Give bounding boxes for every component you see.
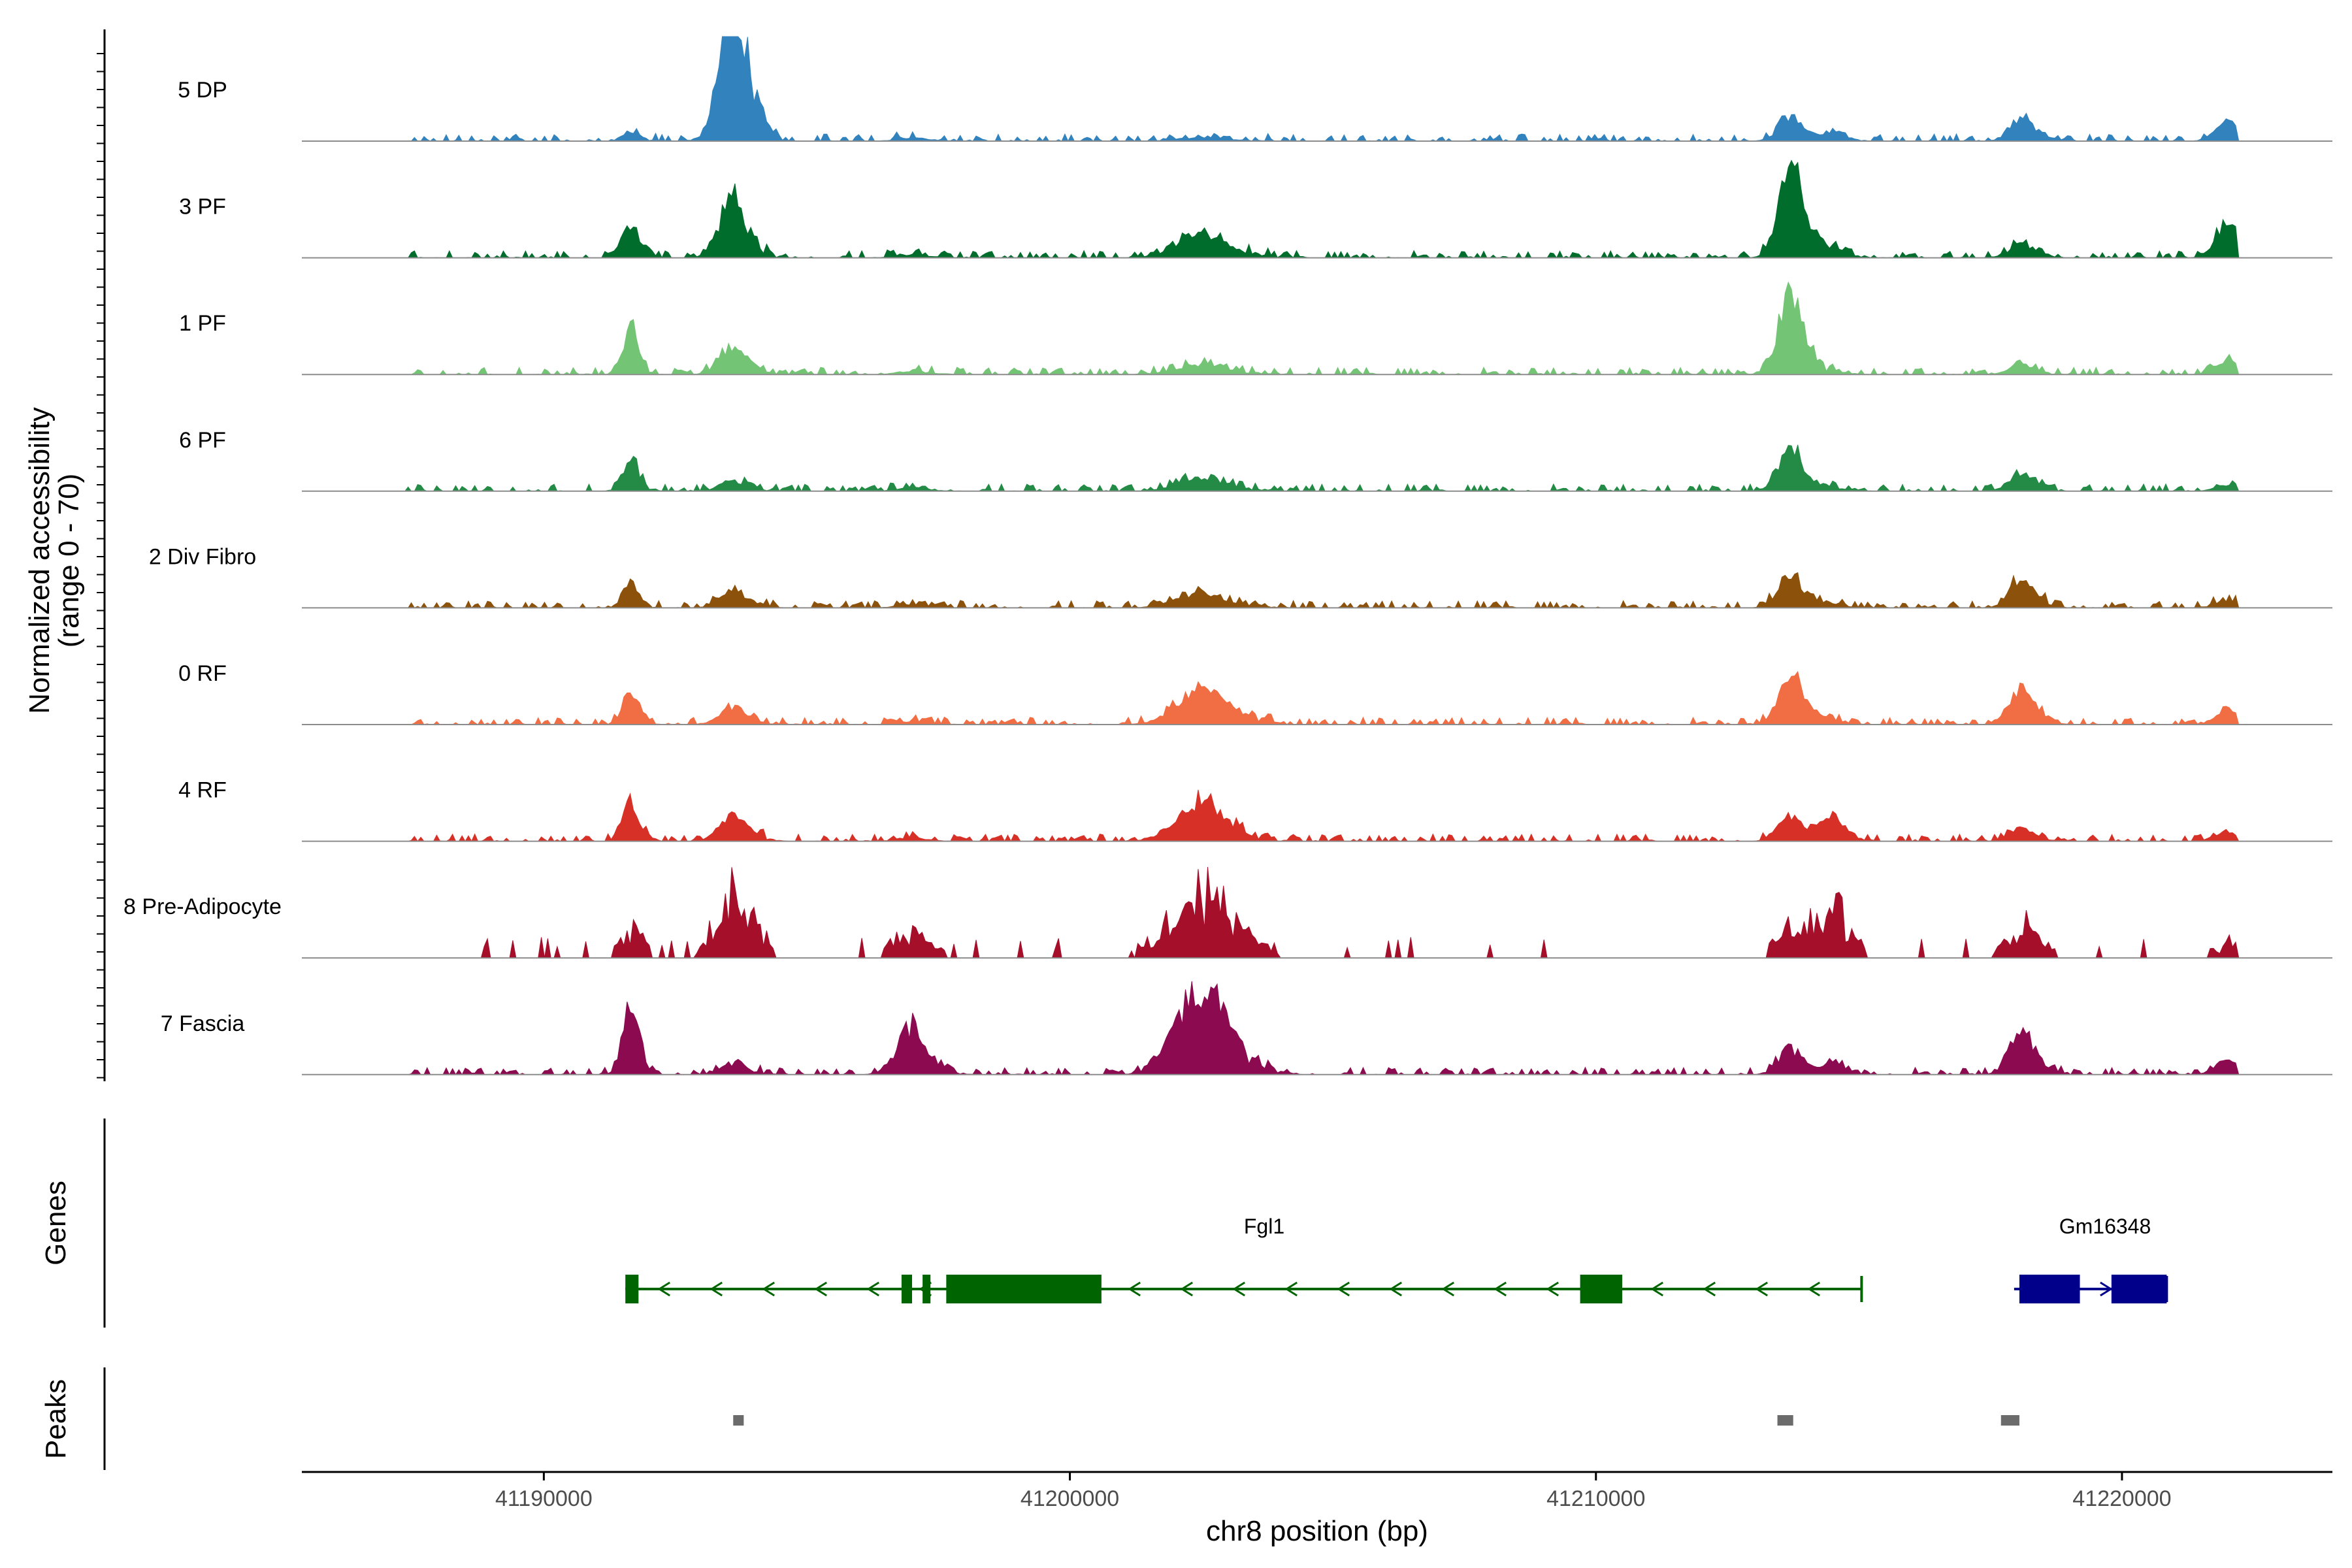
- strand-arrow: [1494, 1281, 1507, 1297]
- coverage-area: [302, 670, 2332, 726]
- coverage-area: [302, 789, 2332, 842]
- x-axis: 41190000 41200000 41210000 41220000: [302, 1471, 2332, 1511]
- strand-arrow: [1180, 1281, 1193, 1297]
- track-label: 1 PF: [179, 311, 226, 336]
- x-tick-label: 41210000: [1546, 1486, 1645, 1511]
- gene-gm16348: Gm16348: [2014, 1215, 2168, 1303]
- exon: [923, 1275, 931, 1303]
- track-label: 5 DP: [178, 78, 227, 103]
- coverage-area: [302, 866, 2332, 959]
- track-5-dp: 5 DP: [178, 36, 2332, 142]
- strand-arrow: [1128, 1281, 1141, 1297]
- gene-fgl1: Fgl1: [625, 1215, 1863, 1303]
- strand-arrow: [1755, 1281, 1768, 1297]
- exon: [2111, 1275, 2167, 1303]
- track-label: 7 Fascia: [161, 1011, 245, 1036]
- track-3-pf: 3 PF: [179, 159, 2332, 259]
- track-1-pf: 1 PF: [179, 281, 2332, 376]
- strand-arrow: [1389, 1281, 1402, 1297]
- track-4-rf: 4 RF: [178, 778, 2332, 842]
- coverage-y-axis-title-line1: Normalized accessibility: [24, 407, 56, 713]
- strand-arrow: [1546, 1281, 1559, 1297]
- strand-arrow: [1703, 1281, 1716, 1297]
- coverage-y-axis-title-line2: (range 0 - 70): [53, 474, 85, 648]
- track-label: 2 Div Fibro: [149, 544, 256, 569]
- coverage-area: [302, 572, 2332, 609]
- strand-arrow: [1441, 1281, 1454, 1297]
- strand-arrow: [1650, 1281, 1663, 1297]
- track-7-fascia: 7 Fascia: [161, 981, 2332, 1075]
- strand-arrow: [866, 1281, 879, 1297]
- coverage-area: [302, 36, 2332, 142]
- strand-arrow: [710, 1281, 723, 1297]
- strand-arrow: [1337, 1281, 1350, 1297]
- exon: [901, 1275, 913, 1303]
- coverage-area: [302, 981, 2332, 1075]
- strand-arrow: [762, 1281, 775, 1297]
- x-tick-label: 41200000: [1021, 1486, 1119, 1511]
- exon: [625, 1275, 639, 1303]
- track-label: 0 RF: [178, 661, 227, 686]
- peak-interval: [733, 1415, 744, 1426]
- track-label: 8 Pre-Adipocyte: [123, 894, 282, 919]
- track-2-div-fibro: 2 Div Fibro: [149, 544, 2332, 609]
- track-label: 6 PF: [179, 428, 226, 453]
- coverage-area: [302, 281, 2332, 376]
- coverage-area: [302, 444, 2332, 492]
- track-label: 4 RF: [178, 778, 227, 803]
- genes-panel-label: Genes: [40, 1181, 72, 1266]
- peaks-panel-label: Peaks: [40, 1379, 72, 1459]
- track-6-pf: 6 PF: [179, 428, 2332, 492]
- peak-interval: [1777, 1415, 1793, 1426]
- strand-arrow: [1232, 1281, 1245, 1297]
- track-8-pre-adipocyte: 8 Pre-Adipocyte: [123, 866, 2332, 959]
- coverage-area: [302, 159, 2332, 259]
- exon: [946, 1275, 1102, 1303]
- gene-label: Fgl1: [1244, 1215, 1284, 1238]
- coverage-y-axis-ticks: [97, 53, 105, 1079]
- track-label: 3 PF: [179, 195, 226, 220]
- x-tick-label: 41190000: [495, 1486, 593, 1511]
- strand-arrow: [1284, 1281, 1298, 1297]
- x-tick-label: 41220000: [2072, 1486, 2171, 1511]
- strand-arrow: [1807, 1281, 1820, 1297]
- exon: [2019, 1275, 2080, 1303]
- strand-arrow: [657, 1281, 670, 1297]
- strand-arrow: [2100, 1281, 2113, 1297]
- strand-arrow: [814, 1281, 827, 1297]
- genes-panel: Fgl1 Gm16348: [625, 1215, 2168, 1303]
- x-axis-title: chr8 position (bp): [1206, 1515, 1428, 1547]
- gene-label: Gm16348: [2059, 1215, 2151, 1238]
- exon: [1580, 1275, 1623, 1303]
- coverage-panel: 5 DP 3 PF 1 PF 6 PF 2 Div Fibro 0 RF 4 RF 8 Pre…: [123, 36, 2332, 1075]
- track-0-rf: 0 RF: [178, 661, 2332, 726]
- peaks-panel: [733, 1415, 2019, 1426]
- peak-interval: [2001, 1415, 2019, 1426]
